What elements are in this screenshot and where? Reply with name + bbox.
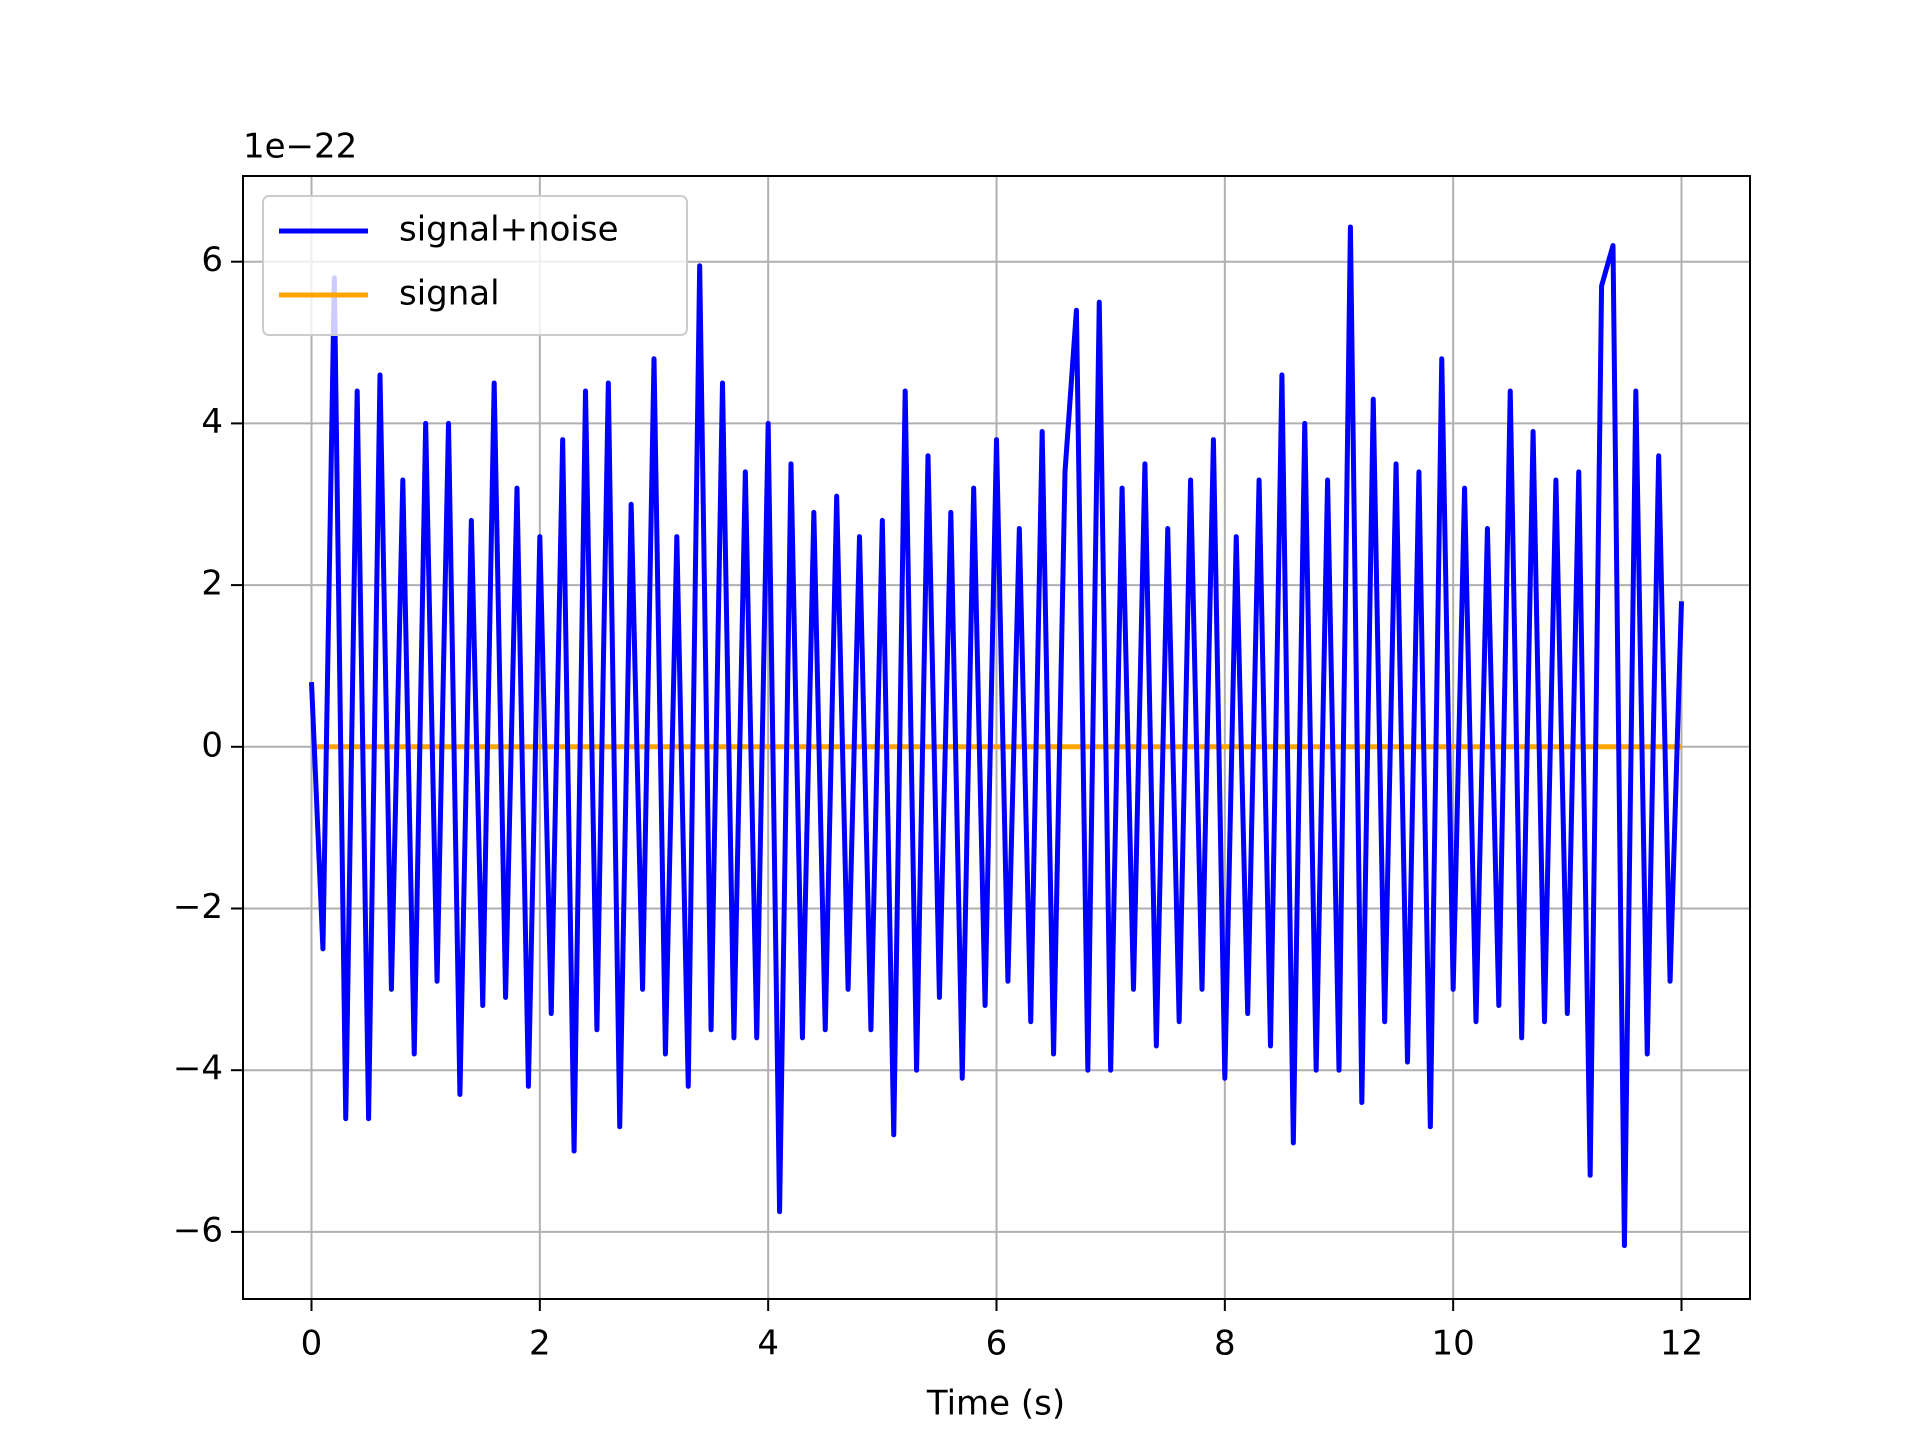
plot-frame xyxy=(242,175,1751,1300)
x-tick-label: 0 xyxy=(301,1324,323,1364)
x-tick-label: 8 xyxy=(1214,1324,1236,1364)
legend-label: signal xyxy=(399,274,500,314)
data-line xyxy=(309,224,1684,1249)
y-tick-label: 4 xyxy=(201,402,223,442)
y-tick-label: −4 xyxy=(173,1049,223,1089)
x-tick-label: 2 xyxy=(529,1324,551,1364)
x-tick-label: 4 xyxy=(757,1324,779,1364)
y-offset-label: 1e−22 xyxy=(243,127,357,167)
x-tick-label: 12 xyxy=(1660,1324,1703,1364)
y-tick-label: 0 xyxy=(201,725,223,765)
legend-box xyxy=(262,195,688,336)
y-tick-label: −6 xyxy=(173,1210,223,1250)
y-tick-label: 2 xyxy=(201,564,223,604)
x-axis-label: Time (s) xyxy=(926,1384,1065,1424)
x-tick-label: 6 xyxy=(986,1324,1008,1364)
legend-label: signal+noise xyxy=(399,210,619,250)
x-tick-label: 10 xyxy=(1432,1324,1475,1364)
y-tick-label: −2 xyxy=(173,887,223,927)
y-tick-label: 6 xyxy=(201,240,223,280)
